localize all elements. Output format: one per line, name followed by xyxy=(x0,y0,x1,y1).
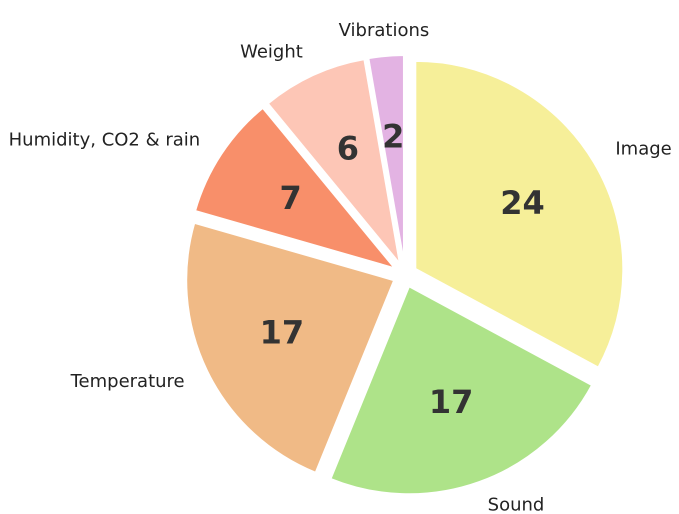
value-label: 24 xyxy=(500,184,545,222)
category-label: Temperature xyxy=(70,371,185,392)
value-label: 2 xyxy=(382,118,404,156)
pie-slice xyxy=(193,106,398,271)
category-label: Weight xyxy=(240,41,303,62)
pie-slice xyxy=(367,54,405,264)
category-label: Image xyxy=(615,138,671,159)
category-label: Sound xyxy=(488,495,545,514)
category-label: Humidity, CO2 & rain xyxy=(9,130,201,151)
pie-slice xyxy=(414,59,625,369)
value-label: 7 xyxy=(280,179,302,217)
value-label: 17 xyxy=(260,314,305,352)
pie-slice xyxy=(185,221,396,475)
pie-slice xyxy=(329,284,594,496)
value-label: 6 xyxy=(337,130,359,168)
pie-slice xyxy=(266,58,402,268)
value-label: 17 xyxy=(429,383,474,421)
category-label: Vibrations xyxy=(339,20,430,41)
